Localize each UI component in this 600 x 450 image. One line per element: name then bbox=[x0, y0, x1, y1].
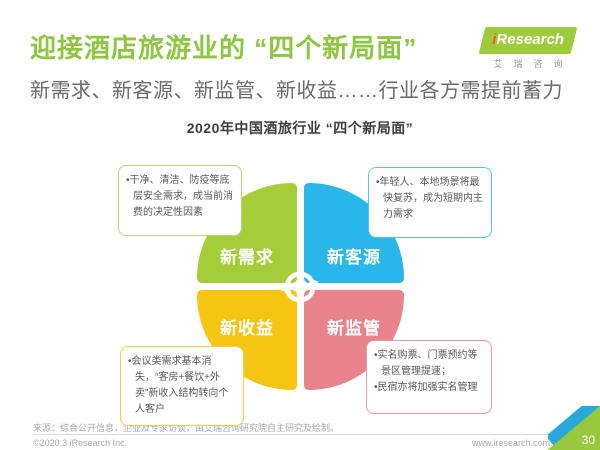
iresearch-logo: iResearch 艾瑞咨询 bbox=[478, 27, 578, 70]
callout-text: •民宿亦将加强实名管理 bbox=[374, 382, 478, 393]
website-url: www.iresearch.com.cn bbox=[471, 438, 562, 448]
callout-text: •实名购票、门票预约等景区管理提速； bbox=[374, 350, 478, 377]
logo-wordmark: iResearch bbox=[492, 31, 565, 48]
cycle-arrows-icon bbox=[281, 271, 319, 303]
copyright-text: ©2020.3 iResearch Inc. bbox=[33, 438, 128, 448]
callout-new-customers: •年轻人、本地场景将最快复苏，成为短期内主力需求 bbox=[368, 167, 492, 238]
logo-parallelogram: iResearch bbox=[478, 27, 578, 54]
quadrant-label-new-demand: 新需求 bbox=[220, 248, 274, 267]
page-title: 迎接酒店旅游业的 “四个新局面” bbox=[30, 33, 418, 63]
callout-text: •干净、清洁、防疫等底层安全需求，成当前消费的决定性因素 bbox=[126, 175, 233, 218]
quadrant-label-new-regulation: 新监管 bbox=[327, 319, 381, 338]
page-corner-decoration: 30 bbox=[548, 406, 600, 450]
page-subtitle: 新需求、新客源、新监管、新收益……行业各方需提前蓄力 bbox=[30, 80, 563, 102]
callout-text: •会议类需求基本消失，“客房+餐饮+外卖”新收入结构转向个人客户 bbox=[128, 356, 229, 415]
footer-divider bbox=[33, 434, 567, 435]
logo-chinese-name: 艾瑞咨询 bbox=[493, 59, 574, 69]
callout-new-revenue: •会议类需求基本消失，“客房+餐饮+外卖”新收入结构转向个人客户 bbox=[120, 346, 244, 426]
quadrant-label-new-revenue: 新收益 bbox=[220, 319, 274, 338]
logo-letters-rest: Research bbox=[496, 31, 565, 48]
source-note: 来源：综合公开信息，企业及专家访谈，由艾瑞咨询研究院自主研究及绘制。 bbox=[33, 423, 340, 433]
quadrant-label-new-customers: 新客源 bbox=[327, 248, 381, 267]
page-number: 30 bbox=[581, 433, 595, 447]
chart-title: 2020年中国酒旅行业 “四个新局面” bbox=[186, 120, 414, 136]
callout-text: •年轻人、本地场景将最快复苏，成为短期内主力需求 bbox=[376, 177, 483, 220]
callout-new-regulation: •实名购票、门票预约等景区管理提速； •民宿亦将加强实名管理 bbox=[366, 340, 492, 414]
callout-new-demand: •干净、清洁、防疫等底层安全需求，成当前消费的决定性因素 bbox=[118, 165, 242, 236]
